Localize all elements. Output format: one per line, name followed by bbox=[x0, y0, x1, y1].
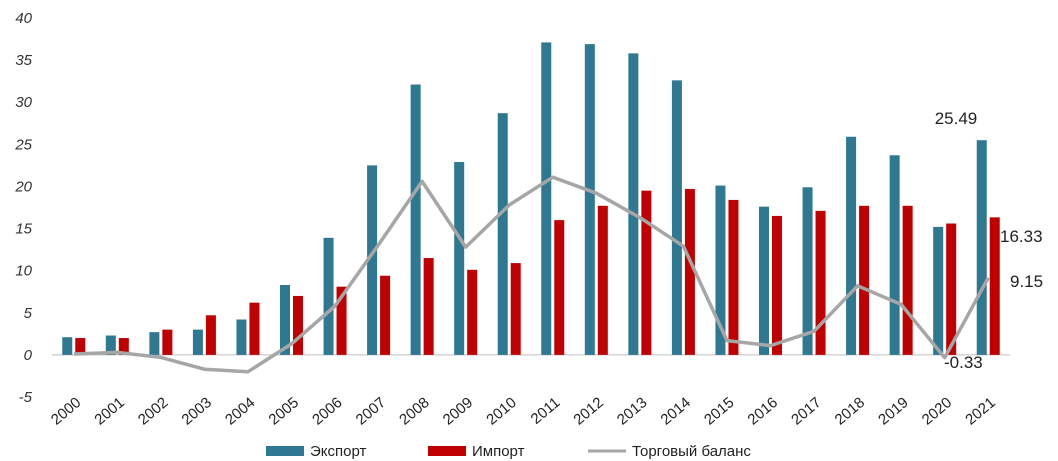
bar-import bbox=[205, 315, 216, 355]
bar-import bbox=[989, 217, 1000, 355]
bar-export bbox=[715, 185, 726, 355]
x-tick-label: 2020 bbox=[919, 394, 955, 428]
bar-import bbox=[728, 199, 739, 355]
bar-export bbox=[105, 335, 116, 355]
bar-import bbox=[859, 205, 870, 355]
y-tick-label: 10 bbox=[15, 263, 32, 280]
bar-import bbox=[336, 286, 347, 355]
x-tick-label: 2003 bbox=[178, 394, 214, 428]
annotation-import-2021: 16.33 bbox=[1000, 227, 1043, 246]
x-tick-label: 2019 bbox=[875, 394, 911, 428]
bar-import bbox=[293, 295, 303, 355]
bar-export bbox=[802, 187, 813, 355]
y-tick-label: 25 bbox=[14, 136, 32, 153]
y-tick-label: 40 bbox=[15, 10, 32, 27]
annotation-balance-2020: -0.33 bbox=[944, 353, 983, 372]
x-tick-label: 2013 bbox=[614, 394, 650, 428]
line-balance bbox=[73, 175, 990, 374]
x-tick-label: 2012 bbox=[570, 394, 606, 428]
bar-export bbox=[671, 80, 682, 355]
x-tick-label: 2017 bbox=[788, 394, 824, 428]
bar-import bbox=[423, 258, 434, 355]
bar-export bbox=[846, 136, 857, 355]
x-tick-label: 2000 bbox=[48, 394, 84, 428]
x-tick-label: 2004 bbox=[222, 394, 258, 428]
bar-export bbox=[584, 44, 595, 355]
x-axis-ticks: 2000 2001 2002 2003 2004 2005 2006 2007 2008 2009… bbox=[48, 394, 999, 428]
legend-label-balance: Торговый баланс bbox=[632, 443, 751, 460]
bar-export bbox=[280, 284, 290, 355]
y-axis-ticks: -5 0 5 10 15 20 25 30 35 40 bbox=[14, 10, 32, 406]
bar-import bbox=[467, 269, 478, 355]
bar-export bbox=[976, 140, 987, 355]
balance-line-group bbox=[73, 175, 990, 374]
annotation-export-2021: 25.49 bbox=[935, 109, 978, 128]
legend: Экспорт Импорт Торговый баланс bbox=[266, 443, 751, 460]
annotation-balance-2021: 9.15 bbox=[1010, 272, 1043, 291]
x-tick-label: 2014 bbox=[657, 394, 693, 428]
legend-swatch-export bbox=[266, 446, 304, 456]
bar-import bbox=[249, 302, 260, 355]
x-tick-label: 2018 bbox=[832, 394, 868, 428]
y-tick-label: 30 bbox=[15, 94, 32, 111]
y-tick-label: 35 bbox=[15, 52, 32, 69]
x-tick-label: 2007 bbox=[353, 394, 389, 428]
bar-import bbox=[902, 205, 913, 355]
legend-label-export: Экспорт bbox=[310, 443, 366, 460]
bar-import bbox=[380, 275, 391, 355]
bar-export bbox=[149, 332, 160, 355]
x-tick-label: 2010 bbox=[483, 394, 519, 428]
bar-export bbox=[541, 42, 552, 355]
bar-export bbox=[889, 155, 900, 355]
bar-import bbox=[597, 205, 608, 355]
bar-import bbox=[772, 215, 782, 355]
bar-import bbox=[510, 263, 521, 355]
bar-export bbox=[367, 165, 378, 355]
y-tick-label: 20 bbox=[14, 178, 32, 195]
x-tick-label: 2015 bbox=[701, 394, 737, 428]
bar-export bbox=[62, 337, 73, 355]
bar-import bbox=[554, 220, 565, 355]
bar-import bbox=[684, 188, 695, 355]
bar-export bbox=[759, 206, 769, 355]
bar-import bbox=[75, 338, 86, 355]
y-tick-label: -5 bbox=[19, 389, 33, 406]
bar-export bbox=[933, 226, 944, 355]
legend-swatch-import bbox=[428, 446, 466, 456]
data-labels: 25.49 16.33 9.15 -0.33 bbox=[935, 109, 1043, 372]
bar-export bbox=[628, 53, 639, 355]
x-tick-label: 2005 bbox=[266, 394, 302, 428]
y-tick-label: 0 bbox=[24, 347, 33, 364]
x-tick-label: 2002 bbox=[135, 394, 171, 428]
bar-export bbox=[454, 162, 465, 355]
x-tick-label: 2008 bbox=[396, 394, 432, 428]
bar-import bbox=[946, 223, 957, 355]
bar-export bbox=[497, 113, 508, 355]
x-tick-label: 2009 bbox=[440, 394, 476, 428]
x-tick-label: 2011 bbox=[528, 394, 564, 428]
x-tick-label: 2006 bbox=[309, 394, 345, 428]
bar-export bbox=[192, 329, 203, 355]
bars bbox=[62, 42, 1000, 355]
bar-import bbox=[641, 190, 652, 355]
bar-import bbox=[815, 210, 826, 355]
y-tick-label: 15 bbox=[15, 221, 32, 238]
x-tick-label: 2021 bbox=[962, 394, 998, 428]
bar-export bbox=[236, 319, 247, 355]
legend-label-import: Импорт bbox=[472, 443, 525, 460]
bar-export bbox=[323, 237, 334, 355]
bar-import bbox=[118, 338, 129, 355]
x-tick-label: 2001 bbox=[91, 394, 127, 428]
x-tick-label: 2016 bbox=[745, 394, 781, 428]
bar-export bbox=[410, 84, 421, 355]
y-tick-label: 5 bbox=[24, 305, 33, 322]
bar-import bbox=[162, 329, 173, 355]
